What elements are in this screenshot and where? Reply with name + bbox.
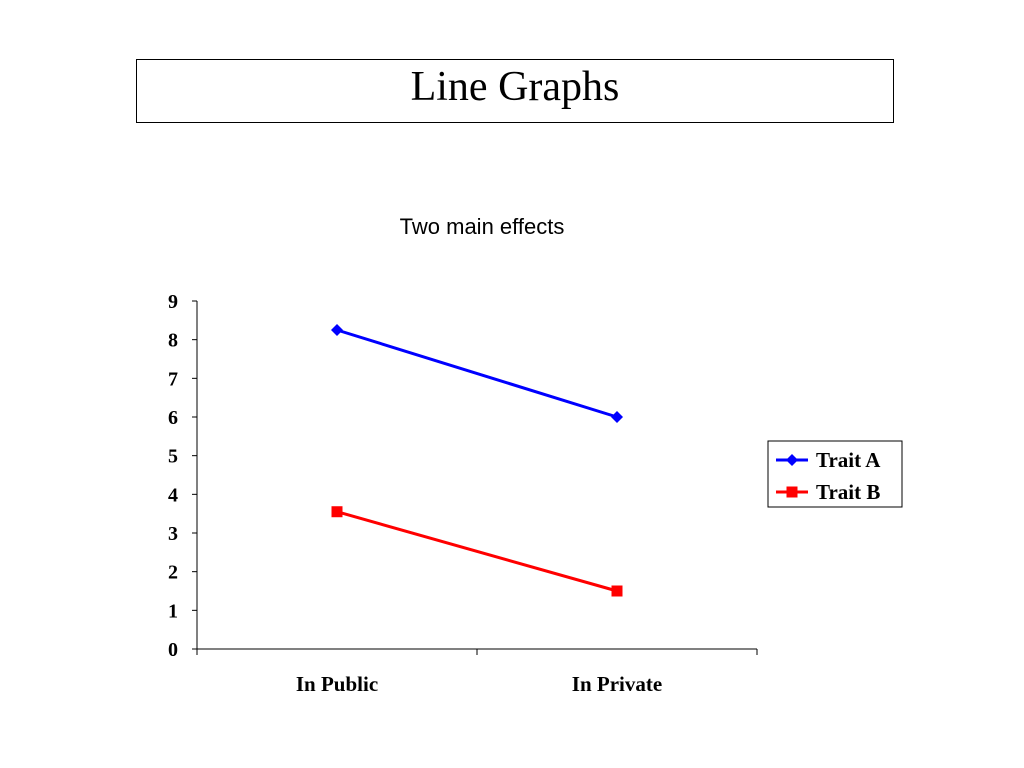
y-tick-label: 6 — [168, 407, 178, 429]
legend-marker — [786, 486, 798, 498]
y-tick-label: 5 — [168, 446, 178, 468]
y-tick-label: 7 — [168, 368, 178, 390]
series-line-0 — [336, 328, 618, 419]
x-tick-label: In Public — [296, 672, 378, 696]
y-tick-label: 0 — [168, 639, 178, 661]
y-tick-label: 2 — [168, 562, 178, 584]
y-tick-label: 4 — [168, 484, 178, 506]
data-point — [611, 411, 623, 423]
legend-label: Trait B — [816, 480, 880, 504]
x-tick-label: In Private — [572, 672, 662, 696]
y-tick-label: 9 — [168, 291, 178, 313]
chart-title: Two main effects — [399, 214, 565, 239]
slide-title-box: Line Graphs — [136, 59, 894, 123]
data-point — [331, 506, 343, 518]
series-line-1 — [336, 510, 618, 593]
y-tick-label: 3 — [168, 523, 178, 545]
data-point — [331, 324, 343, 336]
data-point — [611, 585, 623, 597]
y-tick-label: 8 — [168, 330, 178, 352]
legend-marker — [786, 454, 798, 466]
legend-label: Trait A — [816, 448, 881, 472]
slide-title: Line Graphs — [410, 64, 620, 110]
y-tick-label: 1 — [168, 600, 178, 622]
